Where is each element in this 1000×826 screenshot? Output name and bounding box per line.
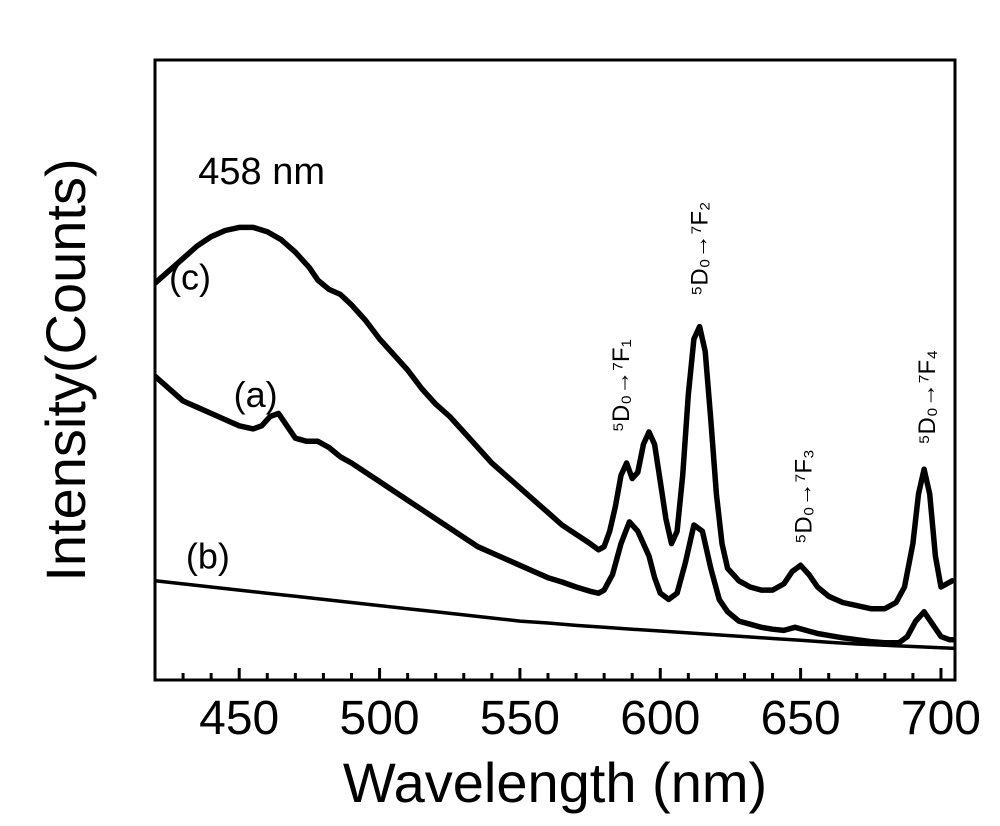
y-axis-label: Intensity(Counts) (34, 158, 97, 581)
annotation: 458 nm (198, 151, 325, 193)
series-label-b: (b) (186, 535, 230, 576)
x-tick-label: 550 (480, 692, 560, 745)
transition-label: ⁵D₀→⁷F₁ (608, 339, 635, 432)
x-axis-label: Wavelength (nm) (343, 751, 767, 814)
transition-label: ⁵D₀→⁷F₃ (790, 449, 817, 543)
series-label-c: (c) (169, 256, 211, 297)
transition-label: ⁵D₀→⁷F₄ (914, 350, 941, 444)
transition-label: ⁵D₀→⁷F₂ (687, 202, 714, 296)
spectrum-chart: 450 500 550 600 650 700 Wavelength (nm) Intensi… (0, 0, 1000, 826)
x-tick-label: 500 (340, 692, 420, 745)
x-tick-label: 700 (901, 692, 981, 745)
chart-svg: 450 500 550 600 650 700 Wavelength (nm) Intensi… (0, 0, 1000, 826)
series-label-a: (a) (234, 374, 278, 415)
x-tick-label: 650 (761, 692, 841, 745)
x-tick-label: 450 (199, 692, 279, 745)
x-tick-label: 600 (620, 692, 700, 745)
